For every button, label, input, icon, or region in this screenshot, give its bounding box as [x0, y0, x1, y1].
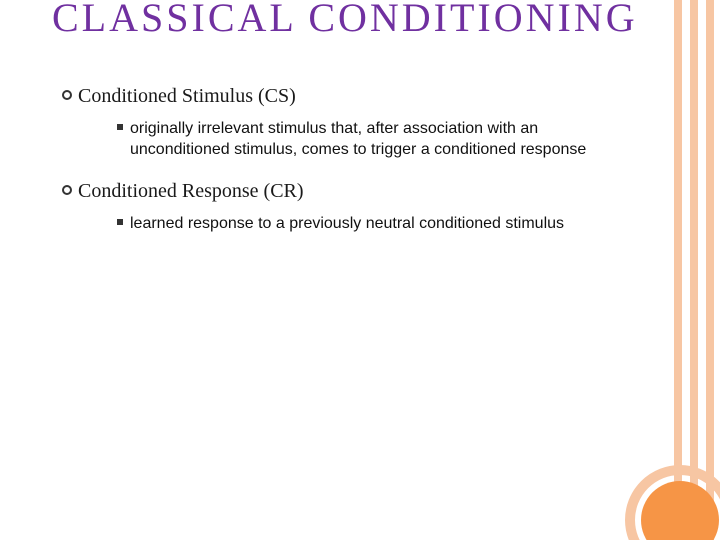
bullet-cr-def: learned response to a previously neutral…: [110, 213, 668, 234]
ring-bullet-icon: [56, 83, 78, 100]
accent-bar-2: [690, 0, 698, 540]
bullet-cs: Conditioned Stimulus (CS): [56, 83, 668, 110]
bullet-cr: Conditioned Response (CR): [56, 178, 668, 205]
slide-content: Conditioned Stimulus (CS) originally irr…: [52, 83, 668, 234]
ring-bullet-icon: [56, 178, 78, 195]
bullet-cr-def-text: learned response to a previously neutral…: [130, 213, 594, 234]
square-bullet-icon: [110, 118, 130, 130]
bullet-cs-def-text: originally irrelevant stimulus that, aft…: [130, 118, 668, 160]
slide-title: CLASSICAL CONDITIONING: [52, 0, 668, 41]
accent-bar-3: [706, 0, 714, 540]
bullet-cs-label: Conditioned Stimulus (CS): [78, 83, 296, 110]
square-bullet-icon: [110, 213, 130, 225]
accent-bar-1: [674, 0, 682, 540]
bullet-cr-label: Conditioned Response (CR): [78, 178, 304, 205]
slide: CLASSICAL CONDITIONING Conditioned Stimu…: [0, 0, 720, 540]
bullet-cs-def: originally irrelevant stimulus that, aft…: [110, 118, 668, 160]
